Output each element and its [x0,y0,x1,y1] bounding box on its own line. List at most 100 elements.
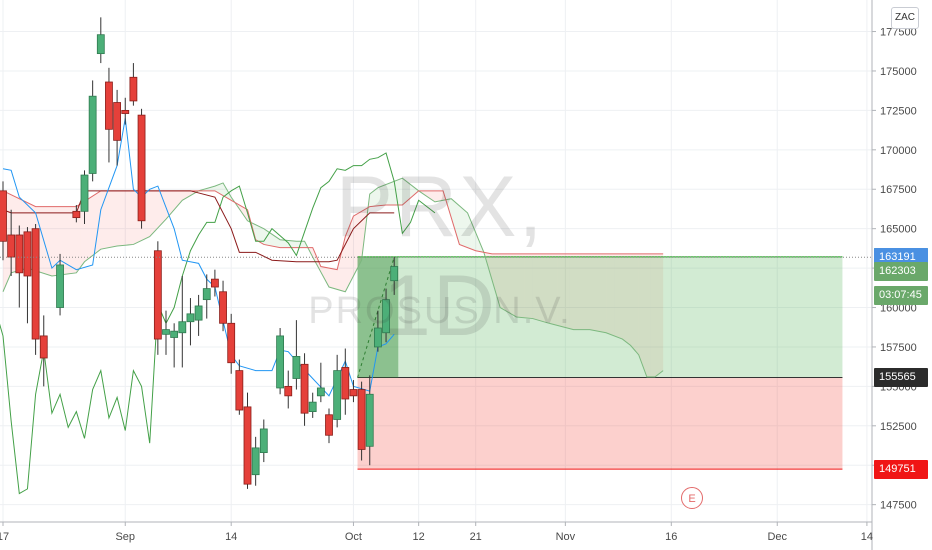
cloud-segment [536,253,541,321]
chart-grid [0,0,872,522]
time-axis: 17 Sep 14 Oct 12 21 Nov 16 Dec 14 [0,521,873,543]
price-tick-label: 160000 [880,303,917,315]
cloud-segment [373,187,378,207]
candle-body [308,401,317,413]
cloud-segment [500,253,505,310]
cloud-segment [655,253,660,377]
candle-body [316,387,325,397]
cloud-segment [618,253,623,340]
candle-body [219,291,227,324]
cloud-segment [516,253,521,318]
candle-body [390,266,399,282]
cloud-segment [100,190,105,250]
cloud-segment [589,253,594,331]
cloud-segment [426,190,431,200]
cloud-segment [259,226,264,245]
cloud-segment [430,190,435,202]
candle-body [0,190,7,242]
candle-body [235,370,244,411]
cloud-segment [161,190,166,224]
time-tick-label: 14 [861,531,873,543]
cloud-segment [60,206,65,275]
cloud-segment [451,198,456,232]
cloud-segment [288,240,293,248]
cloud-segment [492,253,497,294]
lagging-span [0,152,436,495]
cloud-segment [626,253,631,346]
cloud-segment [614,253,619,338]
cloud-segment [182,190,187,201]
cloud-segment [92,193,97,256]
price-tick-label: 172500 [880,105,917,117]
cloud-segment [166,190,171,220]
cloud-segment [51,206,56,276]
candle-body [284,385,293,397]
candle-body [113,102,121,141]
cloud-segment [361,208,366,261]
cloud-segment [459,205,464,247]
candle-body [88,95,97,174]
cloud-segment [642,253,647,377]
cloud-segment [646,253,651,377]
cloud-segment [524,253,529,319]
price-tick-label: 177500 [880,27,917,39]
cloud-segment [508,253,513,315]
cloud-segment [512,253,517,317]
cloud-segment [487,253,492,280]
cloud-segment [398,178,403,206]
cloud-segment [561,253,566,328]
time-tick-label: 16 [665,531,677,543]
cloud-segment [206,187,211,191]
cloud-segment [329,268,334,289]
cloud-segment [638,253,643,366]
cloud-segment [125,190,130,246]
cloud-segment [292,240,297,248]
cloud-segment [381,184,387,206]
cloud-segment [333,268,338,290]
cloud-segment [117,190,122,247]
cloud-segment [602,253,607,333]
cloud-segment [145,190,150,239]
cloud-segment [267,231,272,247]
cloud-segment [557,253,562,327]
cloud-segment [390,181,395,206]
candle-body [80,174,89,212]
time-tick-label: Oct [345,531,362,543]
candle-body [194,305,203,321]
candle-body [259,428,268,454]
cloud-segment [129,190,134,245]
cloud-segment [569,253,574,330]
candle-body [292,356,301,379]
cloud-segment [68,206,73,274]
cloud-segment [353,213,358,276]
cloud-segment [300,241,305,248]
cloud-segment [369,190,374,207]
cloud-segment [11,194,16,273]
price-tick-label: 147500 [880,500,917,512]
cloud-segment [157,190,162,228]
candle-body [56,264,64,308]
cloud-segment [88,196,93,259]
cloud-segment [475,232,480,252]
cloud-segment [593,253,598,332]
time-tick-label: Dec [767,531,787,543]
cloud-segment [622,253,627,343]
currency-label[interactable]: ZAC [891,7,919,29]
cloud-segment [610,253,615,336]
cloud-segment [104,190,109,249]
profit-zone [357,256,843,378]
price-tick-label: 175000 [880,66,917,78]
cloud-segment [55,206,61,276]
candle-body [15,234,24,274]
earnings-marker[interactable]: E [681,487,703,509]
cloud-segment [218,182,224,196]
candle-body [96,34,105,55]
candle-body [357,389,366,450]
cloud-segment [422,190,427,197]
candle-body [137,114,146,222]
price-tick-label: 167500 [880,184,917,196]
cloud-segment [434,190,440,202]
cloud-segment [659,253,664,374]
candle-body [153,250,162,340]
